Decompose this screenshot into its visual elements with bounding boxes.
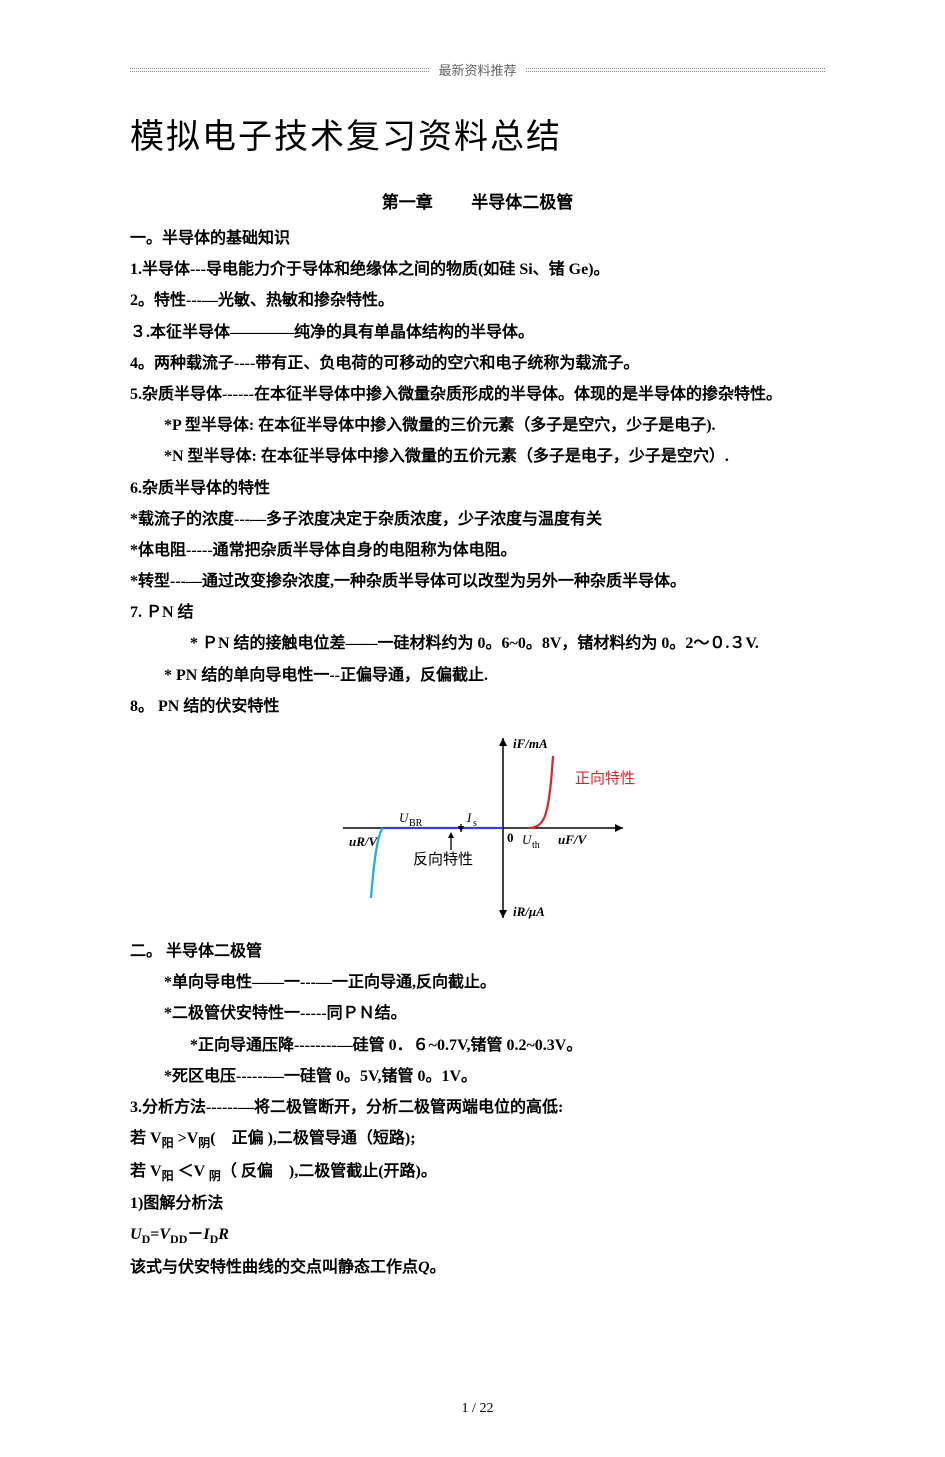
- svg-text:uF/V: uF/V: [558, 832, 588, 847]
- s1-p6b: *体电阻-----通常把杂质半导体自身的电阻称为体电阻。: [130, 537, 825, 564]
- svg-text:uR/V: uR/V: [349, 834, 379, 849]
- section-2: 二。 半导体二极管 *单向导电性——一---—一正向导通,反向截止。 *二极管伏…: [130, 938, 825, 1281]
- chapter-name: 半导体二极管: [471, 193, 573, 212]
- s2-p10: 该式与伏安特性曲线的交点叫静态工作点Q。: [130, 1254, 825, 1281]
- chapter-number: 第一章: [382, 193, 433, 212]
- page-header: 最新资料推荐: [130, 60, 825, 79]
- document-page: 最新资料推荐 模拟电子技术复习资料总结 第一章 半导体二极管 一。半导体的基础知…: [0, 0, 945, 1457]
- chapter-heading: 第一章 半导体二极管: [130, 188, 825, 213]
- s2-p5: 3.分析方法------—将二极管断开，分析二极管两端电位的高低:: [130, 1094, 825, 1121]
- section-1: 一。半导体的基础知识 1.半导体---导电能力介于导体和绝缘体之间的物质(如硅 …: [130, 225, 825, 720]
- s2-p10-a: 该式与伏安特性曲线的交点叫静态工作点: [130, 1259, 418, 1276]
- s2-p6-a: 若 V: [130, 1130, 162, 1147]
- s2-p6: 若 V阳 >V阴( 正偏 ),二极管导通（短路);: [130, 1125, 825, 1154]
- s1-p1: 1.半导体---导电能力介于导体和绝缘体之间的物质(如硅 Si、锗 Ge)。: [130, 256, 825, 283]
- eq-eq: =: [150, 1226, 159, 1243]
- s2-p9: UD=VDD－IDR: [130, 1221, 825, 1250]
- s2-p7-b: ＜V: [174, 1163, 209, 1180]
- s1-p7a: * ＰN 结的接触电位差——一硅材料约为 0。6~0。8V，锗材料约为 0。2～…: [130, 630, 825, 657]
- s2-p8: 1)图解分析法: [130, 1190, 825, 1217]
- s2-p4: *死区电压------—一硅管 0。5V,锗管 0。1V。: [130, 1063, 825, 1090]
- svg-text:th: th: [532, 840, 540, 851]
- page-sep: /: [472, 1401, 476, 1416]
- svg-text:BR: BR: [409, 818, 423, 829]
- s2-p7-sub2: 阴: [209, 1169, 221, 1183]
- page-footer: 1 / 22: [130, 1401, 825, 1417]
- s2-p6-c: ( 正偏 ),二极管导通（短路);: [210, 1130, 415, 1147]
- svg-text:I: I: [466, 810, 472, 825]
- svg-text:s: s: [473, 818, 477, 829]
- s1-p8: 8。 PN 结的伏安特性: [130, 693, 825, 720]
- iv-curve-chart: 0UthuF/VUBRuR/VIsiF/mAiR/μA正向特性反向特性: [130, 728, 825, 928]
- page-current: 1: [462, 1401, 469, 1416]
- s2-p7-a: 若 V: [130, 1163, 162, 1180]
- svg-text:反向特性: 反向特性: [413, 851, 473, 868]
- header-label: 最新资料推荐: [430, 63, 524, 78]
- s1-p7b: * PN 结的单向导电性一--正偏导通，反偏截止.: [130, 662, 825, 689]
- eq-subD1: D: [142, 1233, 151, 1247]
- s2-p7: 若 V阳 ＜V 阴（ 反偏 ),二极管截止(开路)。: [130, 1158, 825, 1187]
- document-title: 模拟电子技术复习资料总结: [130, 109, 825, 158]
- s1-p5a: *P 型半导体: 在本征半导体中掺入微量的三价元素（多子是空穴，少子是电子).: [130, 412, 825, 439]
- svg-text:iF/mA: iF/mA: [513, 736, 548, 751]
- svg-text:0: 0: [507, 830, 514, 845]
- s2-p10-b: 。: [430, 1259, 446, 1276]
- s2-p1: *单向导电性——一---—一正向导通,反向截止。: [130, 969, 825, 996]
- s2-p10-q: Q: [418, 1259, 430, 1276]
- s2-p3: *正向导通压降--------—硅管 0．６~0.7V,锗管 0.2~0.3V。: [130, 1032, 825, 1059]
- s1-p7: 7. ＰN 结: [130, 599, 825, 626]
- s1-p4: 4。两种载流子----带有正、负电荷的可移动的空穴和电子统称为载流子。: [130, 350, 825, 377]
- s1-p3: ３.本征半导体————纯净的具有单晶体结构的半导体。: [130, 319, 825, 346]
- svg-text:正向特性: 正向特性: [575, 770, 635, 787]
- s2-p7-sub1: 阳: [162, 1169, 174, 1183]
- s1-p6: 6.杂质半导体的特性: [130, 475, 825, 502]
- eq-minus: －: [187, 1226, 203, 1243]
- iv-curve-svg: 0UthuF/VUBRuR/VIsiF/mAiR/μA正向特性反向特性: [313, 728, 643, 928]
- eq-U: U: [130, 1226, 142, 1243]
- s1-heading: 一。半导体的基础知识: [130, 225, 825, 252]
- s2-p6-sub1: 阳: [162, 1136, 174, 1150]
- page-total: 22: [479, 1401, 493, 1416]
- s2-p2: *二极管伏安特性一-----同ＰＮ结。: [130, 1000, 825, 1027]
- eq-subDD: DD: [170, 1233, 187, 1247]
- s2-p6-b: >V: [174, 1130, 199, 1147]
- s1-p5: 5.杂质半导体------在本征半导体中掺入微量杂质形成的半导体。体现的是半导体…: [130, 381, 825, 408]
- eq-subD2: D: [210, 1233, 219, 1247]
- eq-V: V: [159, 1226, 170, 1243]
- s1-p6a: *载流子的浓度---—多子浓度决定于杂质浓度，少子浓度与温度有关: [130, 506, 825, 533]
- s1-p5b: *N 型半导体: 在本征半导体中掺入微量的五价元素（多子是电子，少子是空穴）.: [130, 443, 825, 470]
- eq-R: R: [218, 1226, 229, 1243]
- svg-text:iR/μA: iR/μA: [513, 904, 545, 919]
- s2-heading: 二。 半导体二极管: [130, 938, 825, 965]
- s1-p6c: *转型---—通过改变掺杂浓度,一种杂质半导体可以改型为另外一种杂质半导体。: [130, 568, 825, 595]
- s1-p2: 2。特性---—光敏、热敏和掺杂特性。: [130, 287, 825, 314]
- s2-p7-c: （ 反偏 ),二极管截止(开路)。: [221, 1163, 437, 1180]
- s2-p6-sub2: 阴: [198, 1136, 210, 1150]
